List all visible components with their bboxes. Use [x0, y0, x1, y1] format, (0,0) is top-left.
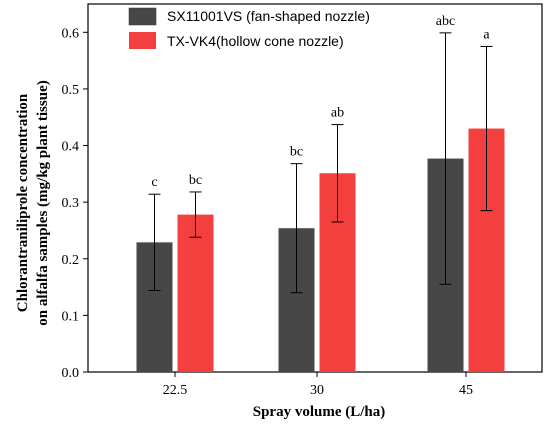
significance-label: bc [189, 173, 202, 188]
x-tick-label: 45 [459, 383, 473, 398]
y-tick-label: 0.3 [62, 196, 80, 211]
y-tick-label: 0.4 [62, 140, 80, 155]
x-tick-label: 30 [310, 383, 324, 398]
significance-label: ab [331, 106, 344, 121]
y-axis-title-line-1: Chlorantraniliprole concentration [15, 93, 31, 312]
significance-label: c [151, 175, 157, 190]
y-tick-label: 0.2 [62, 253, 80, 268]
bars [136, 128, 505, 372]
error-bars [148, 32, 493, 294]
legend-label-series-1: SX11001VS (fan-shaped nozzle) [167, 8, 370, 24]
y-tick-label: 0.5 [62, 83, 80, 98]
axis-ticks: 0.0 0.1 0.2 0.3 0.4 0.5 0.6 22.5 30 45 [62, 26, 474, 398]
y-tick-label: 0.6 [62, 26, 80, 41]
legend-label-series-2: TX-VK4(hollow cone nozzle) [167, 33, 344, 49]
legend: SX11001VS (fan-shaped nozzle) TX-VK4(hol… [128, 7, 370, 49]
y-tick-label: 0.1 [62, 309, 80, 324]
x-axis-title: Spray volume (L/ha) [253, 404, 386, 420]
y-tick-label: 0.0 [62, 366, 80, 381]
bar-series-2 [177, 214, 214, 372]
significance-label: bc [290, 145, 303, 160]
plot-frame [87, 3, 543, 373]
legend-swatch-series-2 [129, 32, 156, 49]
x-tick-label: 22.5 [163, 383, 188, 398]
legend-swatch-series-1 [128, 7, 157, 26]
significance-label: a [483, 27, 490, 42]
significance-labels: c bc bc ab abc a [151, 14, 490, 190]
significance-label: abc [436, 14, 455, 29]
y-axis-title-line-2: on alfalfa samples (mg/kg plant tissue) [35, 80, 51, 325]
